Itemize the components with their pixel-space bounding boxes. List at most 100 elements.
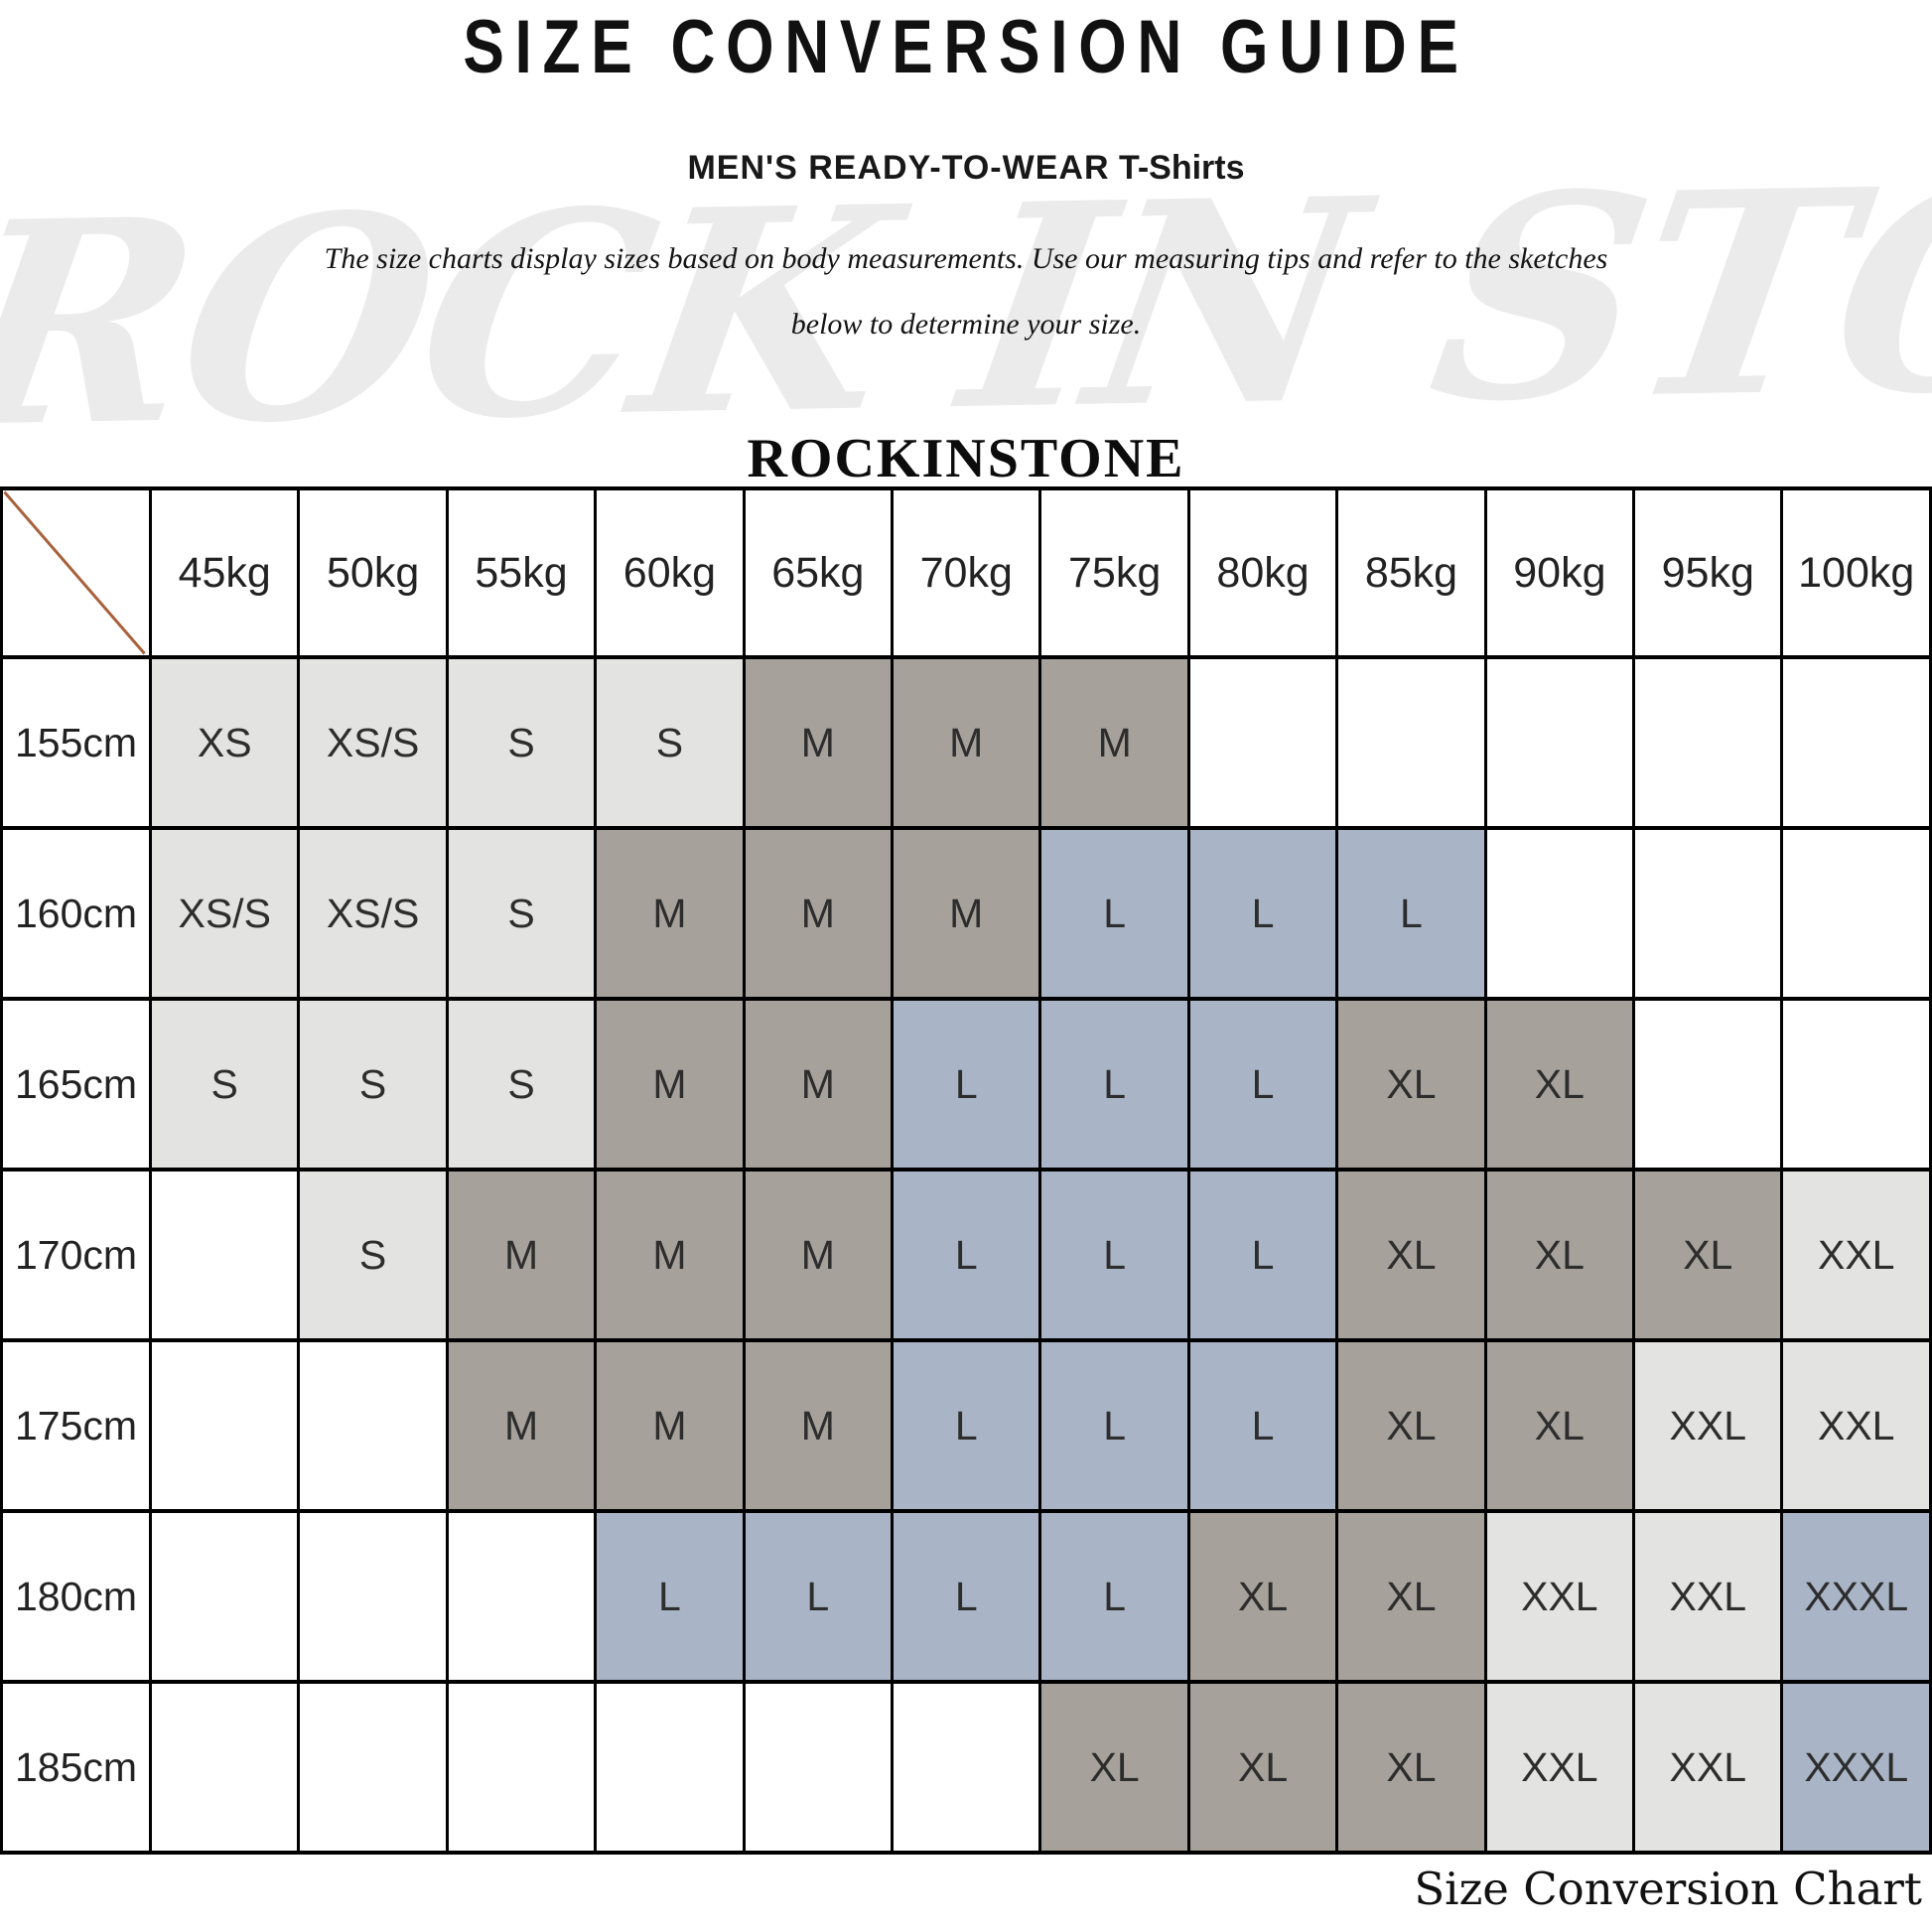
size-cell: M bbox=[594, 1338, 746, 1513]
size-cell: L bbox=[1186, 826, 1339, 1001]
empty-cell bbox=[297, 1338, 449, 1513]
size-cell: L bbox=[1186, 997, 1339, 1172]
size-cell: XS/S bbox=[297, 826, 449, 1001]
size-cell: XXL bbox=[1483, 1680, 1636, 1855]
height-row-label: 180cm bbox=[0, 1509, 152, 1684]
size-cell: L bbox=[1038, 826, 1190, 1001]
empty-cell bbox=[1335, 655, 1487, 830]
size-cell: XL bbox=[1483, 997, 1636, 1172]
size-cell: S bbox=[297, 1168, 449, 1342]
weight-header-cell: 75kg bbox=[1038, 486, 1190, 659]
page-subtitle: MEN'S READY-TO-WEAR T-Shirts bbox=[0, 151, 1932, 185]
size-cell: M bbox=[445, 1338, 598, 1513]
size-cell: L bbox=[891, 1338, 1042, 1513]
size-cell: XL bbox=[1483, 1168, 1636, 1342]
size-cell: XL bbox=[1335, 1168, 1487, 1342]
size-cell: S bbox=[297, 997, 449, 1172]
weight-header-cell: 55kg bbox=[445, 486, 598, 659]
empty-cell bbox=[148, 1168, 301, 1342]
description-line-2: below to determine your size. bbox=[790, 308, 1142, 341]
empty-cell bbox=[445, 1509, 598, 1684]
size-cell: M bbox=[742, 997, 895, 1172]
size-cell: M bbox=[594, 997, 746, 1172]
size-cell: XL bbox=[1632, 1168, 1784, 1342]
table-row: 175cm M M M L L L XL XL XXL XXL bbox=[0, 1338, 1932, 1513]
height-row-label: 170cm bbox=[0, 1168, 152, 1342]
size-cell: L bbox=[891, 997, 1042, 1172]
size-cell: M bbox=[891, 655, 1042, 830]
subtitle-category: MEN'S READY-TO-WEAR bbox=[687, 149, 1110, 187]
height-row-label: 175cm bbox=[0, 1338, 152, 1513]
size-cell: L bbox=[594, 1509, 746, 1684]
empty-cell bbox=[1780, 997, 1932, 1172]
weight-header-cell: 65kg bbox=[742, 486, 895, 659]
height-row-label: 160cm bbox=[0, 826, 152, 1001]
height-row-label: 185cm bbox=[0, 1680, 152, 1855]
size-cell: XS/S bbox=[297, 655, 449, 830]
size-cell: XL bbox=[1335, 1509, 1487, 1684]
size-cell: M bbox=[594, 826, 746, 1001]
size-cell: XL bbox=[1335, 1338, 1487, 1513]
empty-cell bbox=[445, 1680, 598, 1855]
size-cell: XXL bbox=[1780, 1338, 1932, 1513]
size-cell: L bbox=[1335, 826, 1487, 1001]
empty-cell bbox=[1483, 826, 1636, 1001]
empty-cell bbox=[1186, 655, 1339, 830]
size-cell: XS/S bbox=[148, 826, 301, 1001]
size-cell: S bbox=[148, 997, 301, 1172]
description-line-1: The size charts display sizes based on b… bbox=[324, 242, 1608, 275]
size-cell: XL bbox=[1186, 1680, 1339, 1855]
table-row: 160cm XS/S XS/S S M M M L L L bbox=[0, 826, 1932, 1001]
corner-cell bbox=[0, 486, 152, 659]
size-cell: S bbox=[594, 655, 746, 830]
size-cell: S bbox=[445, 997, 598, 1172]
weight-header-cell: 70kg bbox=[891, 486, 1042, 659]
size-cell: XXL bbox=[1632, 1680, 1784, 1855]
size-cell: XXXL bbox=[1780, 1680, 1932, 1855]
size-cell: L bbox=[1038, 1509, 1190, 1684]
empty-cell bbox=[1483, 655, 1636, 830]
size-cell: L bbox=[891, 1168, 1042, 1342]
empty-cell bbox=[297, 1509, 449, 1684]
size-cell: L bbox=[742, 1509, 895, 1684]
size-cell: M bbox=[742, 655, 895, 830]
size-cell: S bbox=[445, 655, 598, 830]
weight-header-cell: 100kg bbox=[1780, 486, 1932, 659]
size-cell: L bbox=[1186, 1338, 1339, 1513]
size-conversion-table: 45kg 50kg 55kg 60kg 65kg 70kg 75kg 80kg 85kg 90kg… bbox=[0, 486, 1932, 1855]
brand-name: ROCKINSTONE bbox=[747, 428, 1185, 489]
size-cell: L bbox=[1038, 997, 1190, 1172]
empty-cell bbox=[1780, 655, 1932, 830]
header-content: SIZE CONVERSION GUIDE MEN'S READY-TO-WEA… bbox=[0, 0, 1932, 489]
size-cell: XS bbox=[148, 655, 301, 830]
empty-cell bbox=[297, 1680, 449, 1855]
empty-cell bbox=[891, 1680, 1042, 1855]
size-cell: XXL bbox=[1632, 1509, 1784, 1684]
table-row: 170cm S M M M L L L XL XL XL XXL bbox=[0, 1168, 1932, 1342]
size-cell: XL bbox=[1038, 1680, 1190, 1855]
size-cell: L bbox=[1038, 1338, 1190, 1513]
size-cell: XL bbox=[1483, 1338, 1636, 1513]
size-cell: S bbox=[445, 826, 598, 1001]
empty-cell bbox=[1632, 997, 1784, 1172]
table-row: 185cm XL XL XL XXL XXL XXXL bbox=[0, 1680, 1932, 1855]
subtitle-product: T-Shirts bbox=[1118, 149, 1245, 187]
size-cell: L bbox=[891, 1509, 1042, 1684]
size-cell: L bbox=[1186, 1168, 1339, 1342]
table-row: 165cm S S S M M L L L XL XL bbox=[0, 997, 1932, 1172]
size-cell: XXL bbox=[1483, 1509, 1636, 1684]
weight-header-cell: 95kg bbox=[1632, 486, 1784, 659]
size-cell: M bbox=[891, 826, 1042, 1001]
page-title: SIZE CONVERSION GUIDE bbox=[463, 5, 1469, 89]
weight-header-cell: 80kg bbox=[1186, 486, 1339, 659]
empty-cell bbox=[1632, 655, 1784, 830]
diagonal-line-icon bbox=[3, 490, 149, 655]
size-cell: XXL bbox=[1780, 1168, 1932, 1342]
empty-cell bbox=[148, 1509, 301, 1684]
weight-header-cell: 50kg bbox=[297, 486, 449, 659]
size-table-body: 155cm XS XS/S S S M M M 160cm XS/S XS/S S M M M L L L 165c… bbox=[0, 655, 1932, 1855]
empty-cell bbox=[1632, 826, 1784, 1001]
table-row: 155cm XS XS/S S S M M M bbox=[0, 655, 1932, 830]
size-cell: L bbox=[1038, 1168, 1190, 1342]
